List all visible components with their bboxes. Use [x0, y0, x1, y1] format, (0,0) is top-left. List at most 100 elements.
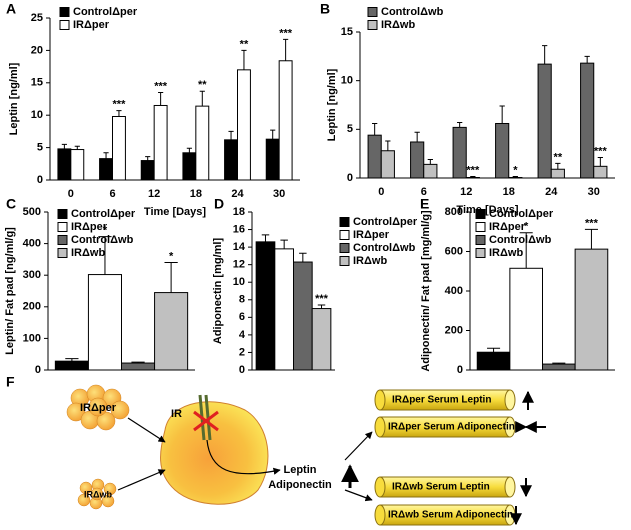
panel-label: A [6, 1, 16, 17]
y-tick-label: 600 [445, 245, 463, 257]
error-bar [283, 38, 289, 61]
y-tick-label: 14 [233, 241, 246, 253]
bar [99, 158, 114, 181]
adipocyte [160, 401, 269, 505]
error-bar [597, 157, 603, 167]
y-tick-label: 0 [37, 174, 43, 186]
error-bar [385, 140, 391, 151]
error-bar [299, 252, 307, 263]
y-tick-label: 200 [445, 324, 463, 336]
y-tick-label: 2 [239, 346, 245, 358]
legend-label: IRΔwb [381, 19, 415, 31]
legend-swatch [57, 248, 68, 258]
error-bar [372, 122, 378, 136]
panel-label: B [320, 1, 330, 17]
receptor-label: IR [171, 408, 182, 420]
bar [509, 267, 543, 371]
error-bar [457, 122, 463, 128]
outcome-label: IRΔwb Serum Adiponectin [388, 510, 513, 521]
error-bar [164, 262, 178, 293]
legend-swatch [59, 20, 70, 30]
error-bar [519, 232, 533, 269]
error-bar [555, 162, 561, 170]
arrow [344, 489, 373, 502]
significance: ** [554, 151, 563, 163]
bar [550, 168, 565, 179]
x-tick-label: 18 [503, 186, 515, 198]
legend-label: IRΔwb [71, 247, 105, 259]
x-tick-label: 24 [231, 188, 244, 200]
y-axis-label: Leptin [ng/ml] [326, 68, 338, 141]
significance: *** [585, 217, 599, 229]
bar [537, 63, 552, 179]
significance: *** [315, 293, 329, 305]
y-tick-label: 10 [31, 109, 43, 121]
bar [87, 274, 123, 371]
y-axis-label: Adiponectin [mg/ml] [212, 238, 224, 345]
bar [542, 363, 576, 371]
y-tick-label: 25 [31, 12, 43, 24]
y-tick-label: 15 [31, 77, 43, 89]
legend-label: ControlΔwb [489, 234, 552, 246]
outcome-label: IRΔper Serum Adiponectin [388, 422, 515, 433]
legend-label: ControlΔper [73, 6, 138, 18]
x-tick-label: 30 [588, 186, 600, 198]
bar [593, 165, 608, 179]
error-bar [158, 92, 164, 106]
legend-swatch [339, 230, 350, 240]
significance: ** [240, 38, 249, 50]
bar [265, 138, 280, 181]
x-tick-label: 12 [148, 188, 160, 200]
error-bar [103, 152, 109, 159]
x-tick-label: 24 [545, 186, 558, 198]
x-tick-label: 0 [378, 186, 384, 198]
chart-panel: C 0 100 200 300 400 500 Leptin/ Fat pad [ng/ml/… [4, 196, 195, 376]
bar [274, 248, 295, 371]
knockout-cross [193, 410, 219, 432]
error-bar [228, 130, 234, 140]
significance: ** [198, 79, 207, 91]
y-axis-label: Leptin/ Fat pad [ng/ml/g] [4, 227, 16, 355]
legend-swatch [367, 7, 378, 17]
error-bar [199, 90, 205, 107]
hormone-label: Leptin [284, 464, 317, 476]
y-tick-label: 10 [233, 276, 245, 288]
bar [153, 104, 168, 181]
chart-panel: A 0 5 10 15 20 25 Leptin [ng/ml] Time [Days] 0 6 **… [6, 1, 300, 218]
arrow [117, 469, 166, 491]
fat-cluster-per [66, 384, 130, 431]
error-bar [74, 145, 80, 150]
legend-swatch [57, 222, 68, 232]
panel-label: D [214, 196, 224, 212]
bar [195, 105, 210, 181]
y-tick-label: 100 [23, 332, 41, 344]
significance: *** [466, 164, 480, 176]
error-bar [552, 362, 566, 365]
bar [476, 351, 511, 371]
legend-label: ControlΔwb [71, 234, 134, 246]
legend-swatch [339, 217, 350, 227]
legend-swatch [59, 7, 70, 17]
chart-panel: E 0 200 400 600 800 Adiponectin/ Fat pad [mg/m… [420, 196, 615, 376]
legend-swatch [339, 256, 350, 266]
panel-label: E [420, 196, 429, 212]
y-tick-label: 20 [31, 44, 43, 56]
bar [140, 160, 155, 181]
error-bar [261, 234, 270, 242]
x-tick-label: 12 [460, 186, 472, 198]
legend-label: IRΔper [353, 229, 390, 241]
significance: * [103, 225, 108, 237]
error-bar [241, 49, 247, 70]
legend-label: IRΔper [489, 221, 526, 233]
y-tick-label: 12 [233, 259, 245, 271]
y-tick-label: 5 [37, 142, 43, 154]
significance: *** [154, 80, 168, 92]
x-axis-label: Time [Days] [144, 206, 206, 218]
legend-swatch [57, 235, 68, 245]
y-tick-label: 500 [23, 206, 41, 218]
legend-swatch [475, 235, 486, 245]
x-tick-label: 30 [273, 188, 285, 200]
arrow [127, 417, 166, 443]
bar [452, 126, 467, 179]
outcome-label: IRΔper Serum Leptin [392, 395, 491, 406]
